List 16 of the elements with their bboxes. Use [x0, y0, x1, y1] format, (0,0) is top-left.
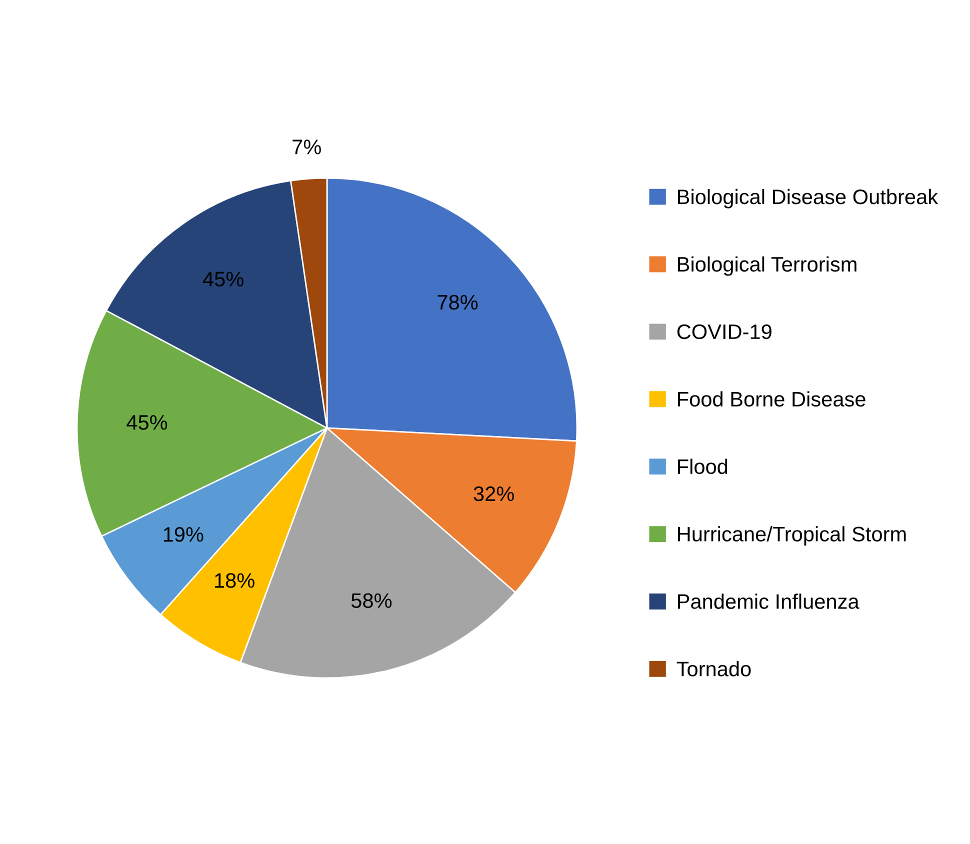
legend-label: COVID-19 [677, 324, 772, 340]
data-label: 58% [351, 593, 392, 608]
data-label: 18% [215, 573, 254, 588]
legend-label: Food Borne Disease [678, 391, 866, 407]
data-label: 45% [202, 272, 244, 286]
legend-label: Hurricane/Tropical Storm [678, 526, 906, 546]
data-label: 78% [438, 294, 478, 310]
legend-label: Biological Disease Outbreak [678, 188, 938, 208]
legend-label: Pandemic Influenza [678, 594, 860, 609]
data-label: 19% [164, 527, 204, 542]
legend-label: Tornado [676, 661, 751, 676]
data-label: 7% [292, 140, 321, 154]
legend-label: Biological Terrorism [678, 256, 856, 276]
data-label: 45% [126, 415, 168, 430]
data-label: 32% [474, 486, 514, 502]
legend-label: Flood [678, 458, 728, 474]
